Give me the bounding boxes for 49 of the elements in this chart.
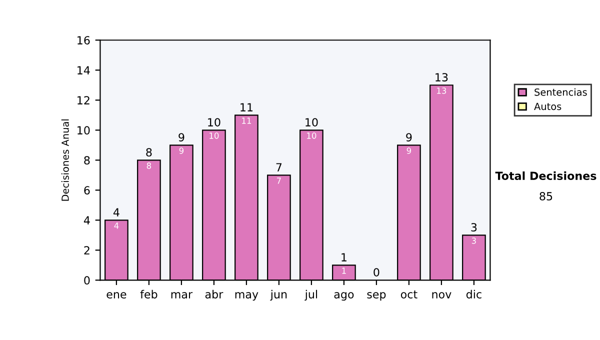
x-tick-label: ago [334, 292, 354, 301]
data-label: 3 [472, 238, 476, 244]
total-label: 13 [436, 73, 448, 82]
data-label: 7 [276, 178, 281, 184]
x-tick-label: ene [106, 292, 126, 298]
x-tick-label: jul [304, 290, 318, 301]
y-axis-title: Decisiones Anual [61, 119, 69, 201]
legend-label: Autos [534, 102, 562, 110]
total-label: 10 [208, 118, 220, 126]
total-label: 3 [471, 223, 477, 232]
x-tick-label: oct [400, 290, 418, 298]
x-tick-label: sep [367, 292, 386, 301]
total-label: 4 [113, 208, 120, 216]
y-tick-label: 10 [78, 126, 90, 135]
legend-label: Sentencias [534, 88, 587, 96]
y-tick-label: 16 [78, 36, 90, 44]
y-tick-label: 8 [84, 156, 90, 165]
total-label: 9 [406, 133, 412, 142]
x-tick-label: dic [466, 290, 482, 298]
data-label: 10 [210, 132, 219, 139]
x-tick-label: abr [205, 290, 224, 298]
text: 85 [540, 192, 552, 200]
total-label: 0 [374, 268, 380, 277]
y-tick-label: 0 [84, 276, 90, 285]
total-label: 1 [342, 253, 346, 262]
data-label: 4 [114, 222, 119, 229]
y-tick-label: 4 [84, 216, 90, 224]
total-label: 7 [276, 163, 282, 172]
data-label: 1 [342, 268, 346, 274]
y-tick-label: 12 [78, 96, 90, 104]
x-tick-label: may [235, 292, 258, 301]
data-label: 8 [146, 162, 152, 169]
total-label: 10 [306, 118, 318, 126]
x-tick-label: jun [270, 290, 287, 301]
data-label: 13 [437, 88, 446, 94]
data-label: 10 [307, 132, 316, 139]
data-label: 9 [179, 148, 184, 154]
y-tick-label: 14 [78, 66, 90, 74]
y-tick-label: 6 [84, 186, 90, 195]
total-label: 8 [146, 148, 152, 156]
text: Total Decisiones [495, 171, 596, 180]
data-label: 9 [406, 148, 412, 154]
total-label: 9 [178, 133, 184, 142]
x-tick-label: nov [432, 292, 452, 298]
x-tick-label: mar [171, 292, 193, 298]
y-tick-label: 2 [84, 246, 90, 254]
x-tick-label: feb [140, 290, 158, 298]
data-label: 11 [242, 118, 251, 124]
total-label: 11 [240, 103, 252, 112]
